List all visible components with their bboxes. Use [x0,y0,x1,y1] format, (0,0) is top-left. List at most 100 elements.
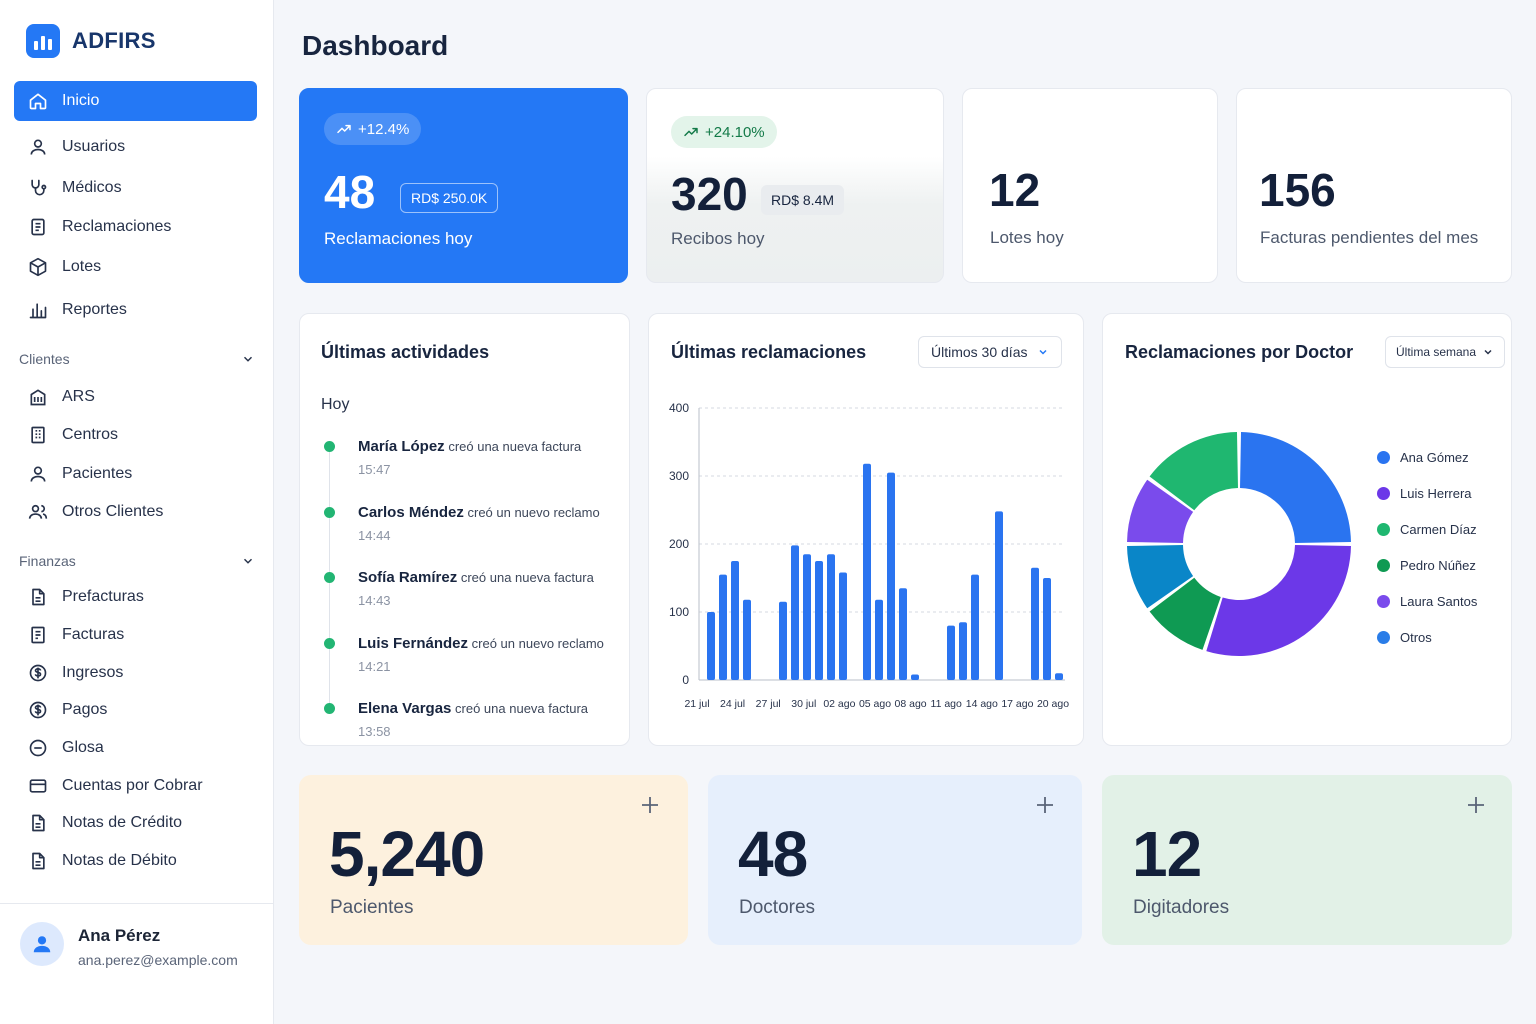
bar[interactable] [959,622,967,680]
sidebar-item-otros-clientes[interactable]: Otros Clientes [14,492,257,532]
legend-item[interactable]: Carmen Díaz [1377,522,1477,537]
sidebar-item-label: Usuarios [62,138,126,155]
plus-icon[interactable] [638,793,662,817]
donut-slice[interactable] [1149,432,1238,511]
x-tick-label: 20 ago [1037,698,1069,710]
y-tick-label: 100 [669,605,689,619]
legend-swatch [1377,631,1390,644]
bar[interactable] [719,574,727,680]
doctor-chart-card: Reclamaciones por Doctor Última semana A… [1102,313,1512,746]
card-title: Últimas actividades [321,342,490,362]
dropdown-value: Últimos 30 días [931,344,1028,360]
brand[interactable]: ADFIRS [26,24,156,58]
bar[interactable] [803,554,811,680]
bar[interactable] [875,599,883,680]
bar[interactable] [791,545,799,680]
donut-slice[interactable] [1240,432,1351,543]
user-profile[interactable]: Ana Pérez ana.perez@example.com [0,903,273,1024]
sidebar-item-usuarios[interactable]: Usuarios [14,127,257,167]
x-tick-label: 24 jul [720,698,745,710]
bar[interactable] [707,612,715,680]
sidebar-item-medicos[interactable]: Médicos [14,168,257,208]
legend-item[interactable]: Otros [1377,630,1432,645]
stat-label: Reclamaciones hoy [324,229,473,248]
plus-icon[interactable] [1033,793,1057,817]
sidebar-item-label: Notas de Débito [62,852,177,869]
bar[interactable] [899,588,907,680]
activity-action: creó una nueva factura [448,439,582,454]
sidebar-item-facturas[interactable]: Facturas [14,615,257,655]
stethoscope-icon [31,179,47,196]
bar[interactable] [947,625,955,680]
bar[interactable] [887,472,895,680]
claims-chart-card: Últimas reclamaciones Últimos 30 días 0 1… [648,313,1084,746]
period-dropdown[interactable]: Últimos 30 días [918,336,1063,368]
legend-swatch [1377,451,1390,464]
stat-card-lotes[interactable]: 12 Lotes hoy [962,88,1218,283]
bar[interactable] [731,561,739,680]
bar[interactable] [779,601,787,680]
sidebar-item-glosa[interactable]: Glosa [14,728,257,768]
x-tick-label: 05 ago [859,698,891,710]
donut-slice[interactable] [1149,577,1221,650]
y-tick-label: 0 [682,673,689,687]
bar[interactable] [743,599,751,680]
stat-card-recibos[interactable]: +24.10% 320 RD$ 8.4M Recibos hoy [646,88,944,283]
sidebar-item-prefacturas[interactable]: Prefacturas [14,577,257,617]
stat-card-facturas[interactable]: 156 Facturas pendientes del mes [1236,88,1512,283]
sidebar-item-reclamaciones[interactable]: Reclamaciones [14,207,257,247]
activity-group-title: Hoy [321,396,350,413]
sidebar-item-notas-de-debito[interactable]: Notas de Débito [14,841,257,881]
sidebar-item-ars[interactable]: ARS [14,377,257,417]
bar[interactable] [1043,578,1051,680]
sidebar-item-label: Ingresos [62,664,124,681]
legend-swatch [1377,595,1390,608]
legend-item[interactable]: Laura Santos [1377,594,1477,609]
summary-card-digitadores[interactable]: 12 Digitadores [1102,775,1512,945]
bar[interactable] [863,463,871,680]
sidebar-item-pagos[interactable]: Pagos [14,690,257,730]
legend-label: Otros [1400,630,1432,645]
bar[interactable] [815,561,823,680]
activities-card: Últimas actividades Hoy María López creó… [299,313,630,746]
activity-time: 15:47 [358,462,391,477]
legend-item[interactable]: Ana Gómez [1377,450,1469,465]
bar[interactable] [1031,567,1039,680]
bar[interactable] [995,511,1003,680]
donut-slice[interactable] [1206,545,1351,656]
bar[interactable] [971,574,979,680]
bar[interactable] [839,572,847,680]
section-clientes[interactable]: Clientes [19,347,255,371]
stat-value: 12 [989,164,1041,216]
sidebar-item-ingresos[interactable]: Ingresos [14,653,257,693]
summary-card-pacientes[interactable]: 5,240 Pacientes [299,775,688,945]
sidebar-item-centros[interactable]: Centros [14,415,257,455]
bar[interactable] [911,674,919,680]
plus-icon[interactable] [1464,793,1488,817]
activity-action: creó una nueva factura [460,570,594,585]
legend-item[interactable]: Luis Herrera [1377,486,1472,501]
bar[interactable] [827,554,835,680]
brand-name: ADFIRS [72,28,156,53]
sidebar-item-pacientes[interactable]: Pacientes [14,454,257,494]
sidebar-item-notas-de-credito[interactable]: Notas de Crédito [14,803,257,843]
summary-card-doctores[interactable]: 48 Doctores [708,775,1082,945]
sidebar-item-cuentas-por-cobrar[interactable]: Cuentas por Cobrar [14,766,257,806]
legend-item[interactable]: Pedro Núñez [1377,558,1476,573]
dropdown-value: Última semana [1396,345,1477,359]
file-icon [32,814,45,832]
activity-user: María López [358,438,445,455]
summary-label: Doctores [739,897,816,918]
sidebar-item-inicio[interactable]: Inicio [14,81,257,121]
donut-slice[interactable] [1127,479,1194,543]
period-dropdown[interactable]: Última semana [1385,336,1506,368]
x-tick-label: 27 jul [756,698,781,710]
section-finanzas[interactable]: Finanzas [19,549,255,573]
donut-slice[interactable] [1127,545,1194,609]
bar[interactable] [1055,673,1063,680]
activity-time: 14:43 [358,593,391,608]
stat-card-reclamaciones[interactable]: +12.4% 48 RD$ 250.0K Reclamaciones hoy [299,88,628,283]
sidebar-item-reportes[interactable]: Reportes [14,290,257,330]
sidebar-item-label: Centros [62,426,119,443]
sidebar-item-lotes[interactable]: Lotes [14,247,257,287]
